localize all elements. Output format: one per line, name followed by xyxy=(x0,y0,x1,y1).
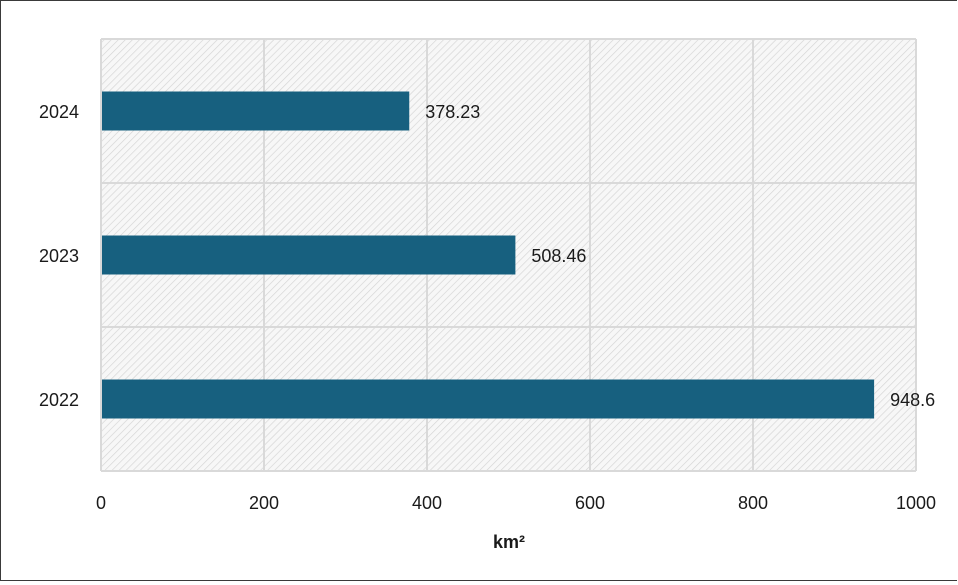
x-tick-label: 0 xyxy=(96,493,106,513)
x-tick-label: 200 xyxy=(249,493,279,513)
category-label-2024: 2024 xyxy=(39,102,79,122)
data-labels: 948.6 508.46 378.23 xyxy=(425,102,935,410)
category-label-2023: 2023 xyxy=(39,246,79,266)
data-label-2024: 378.23 xyxy=(425,102,480,122)
bar-2024 xyxy=(102,91,410,131)
category-label-2022: 2022 xyxy=(39,390,79,410)
bar-2023 xyxy=(102,235,516,275)
x-tick-label: 600 xyxy=(575,493,605,513)
x-tick-label: 800 xyxy=(738,493,768,513)
y-axis-category-labels: 2022 2023 2024 xyxy=(39,102,79,410)
bar-2022 xyxy=(102,379,875,419)
x-tick-label: 1000 xyxy=(896,493,936,513)
data-label-2023: 508.46 xyxy=(531,246,586,266)
data-label-2022: 948.6 xyxy=(890,390,935,410)
x-axis-title: km² xyxy=(493,532,525,552)
x-axis-tick-labels: 0 200 400 600 800 1000 xyxy=(96,493,936,513)
bars xyxy=(102,91,875,419)
x-tick-label: 400 xyxy=(412,493,442,513)
